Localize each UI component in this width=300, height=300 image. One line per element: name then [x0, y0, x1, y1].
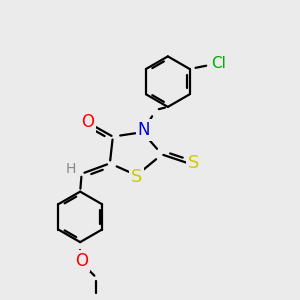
- Text: H: H: [65, 162, 76, 176]
- Text: S: S: [131, 168, 142, 186]
- Text: S: S: [188, 154, 199, 172]
- Text: Cl: Cl: [211, 56, 226, 70]
- Text: O: O: [81, 113, 94, 131]
- Text: O: O: [75, 253, 88, 271]
- Text: N: N: [138, 121, 150, 139]
